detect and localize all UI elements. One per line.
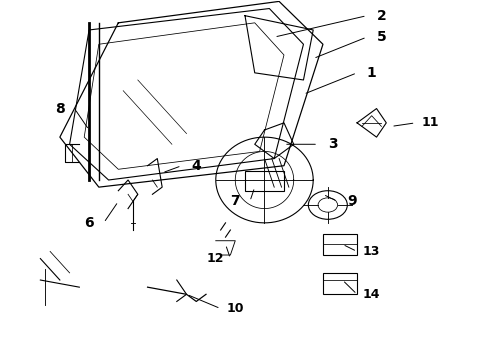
Text: 1: 1	[367, 66, 376, 80]
Text: 3: 3	[328, 137, 338, 151]
Text: 9: 9	[347, 194, 357, 208]
Text: 5: 5	[376, 30, 386, 44]
Text: 8: 8	[55, 102, 65, 116]
Bar	[323, 273, 357, 294]
Text: 10: 10	[226, 302, 244, 315]
Text: 4: 4	[192, 159, 201, 173]
Text: 7: 7	[230, 194, 240, 208]
Text: 14: 14	[363, 288, 380, 301]
Text: 6: 6	[84, 216, 94, 230]
Text: 13: 13	[363, 245, 380, 258]
Text: 2: 2	[376, 9, 386, 23]
Bar	[245, 171, 284, 191]
Text: 12: 12	[207, 252, 224, 265]
Bar	[323, 234, 357, 255]
Text: 11: 11	[421, 116, 439, 129]
